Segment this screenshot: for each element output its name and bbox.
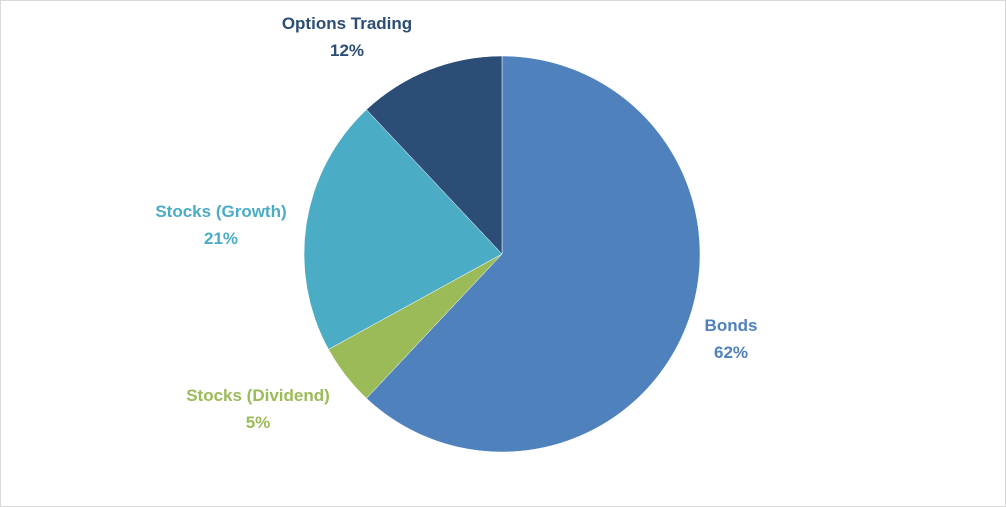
data-label-options-trading-value: 12% [330, 41, 364, 60]
data-label-bonds-name: Bonds [705, 316, 758, 335]
data-label-options-trading-name: Options Trading [282, 14, 412, 33]
data-label-stocks-dividend-value: 5% [246, 413, 271, 432]
pie-slice-stocks-growth [303, 109, 503, 350]
pie-slice-bonds [366, 55, 701, 453]
data-label-stocks-growth-name: Stocks (Growth) [155, 202, 286, 221]
pie-slice-options-trading [366, 55, 503, 255]
pie-slices [303, 55, 701, 453]
data-label-bonds-value: 62% [714, 343, 748, 362]
pie-data-labels: Bonds 62% Stocks (Dividend) 5% Stocks (Growt… [155, 14, 757, 432]
data-label-stocks-dividend-name: Stocks (Dividend) [186, 386, 330, 405]
data-label-stocks-growth-value: 21% [204, 229, 238, 248]
